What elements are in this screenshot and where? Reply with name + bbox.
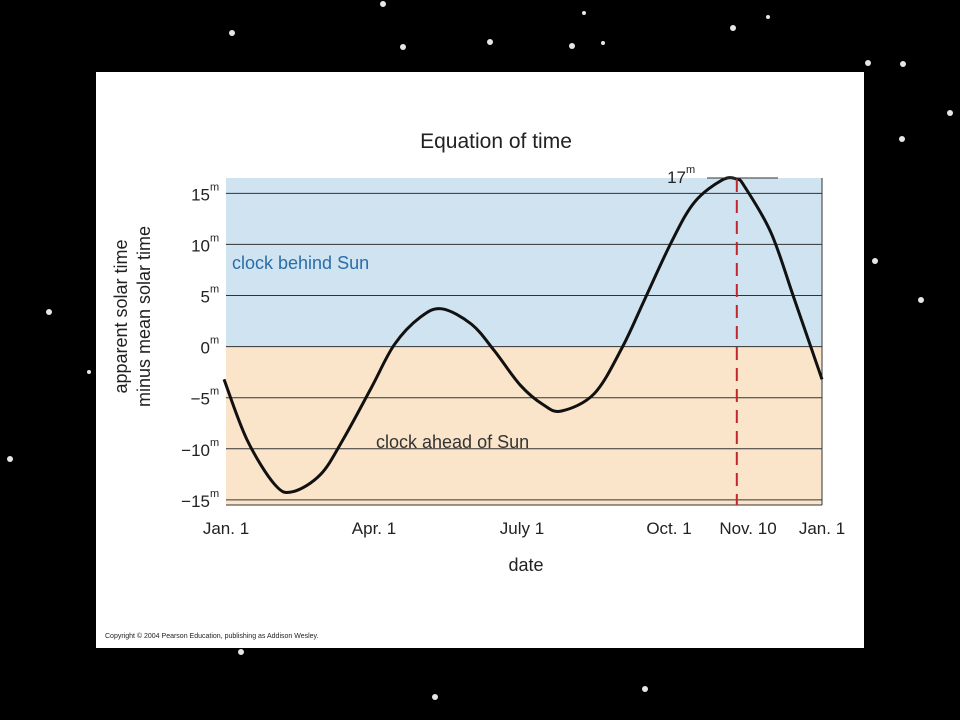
star — [238, 649, 244, 655]
star — [601, 41, 605, 45]
y-tick-unit: m — [210, 386, 219, 398]
star — [900, 61, 906, 67]
star — [766, 15, 770, 19]
star — [947, 110, 953, 116]
x-tick-label: Jan. 1 — [203, 519, 249, 538]
y-tick-unit: m — [210, 181, 219, 193]
x-tick-label: Nov. 10 — [719, 519, 776, 538]
star — [569, 43, 575, 49]
x-axis-label: date — [508, 555, 543, 575]
y-tick-unit: m — [210, 335, 219, 347]
star — [432, 694, 438, 700]
y-tick-unit: m — [210, 284, 219, 296]
star — [899, 136, 905, 142]
star — [7, 456, 13, 462]
chart-card: 15 m 10 m 5 m 0 m −5 m −10 m −15 m 17 m Jan. 1 Apr. 1 July… — [96, 72, 864, 648]
star — [87, 370, 91, 374]
star — [918, 297, 924, 303]
y-axis-label-line1: apparent solar time — [111, 239, 131, 393]
y-tick-unit: m — [210, 232, 219, 244]
y-tick-unit: m — [210, 437, 219, 449]
region-label-behind: clock behind Sun — [232, 253, 369, 273]
negative-region-band — [226, 346, 822, 505]
star — [487, 39, 493, 45]
x-tick-label: Oct. 1 — [646, 519, 691, 538]
y-tick-label: −5 — [191, 390, 210, 409]
y-axis-label-line2: minus mean solar time — [134, 226, 154, 407]
copyright-notice: Copyright © 2004 Pearson Education, publ… — [105, 633, 319, 640]
region-label-ahead: clock ahead of Sun — [376, 432, 529, 452]
y-tick-label: 15 — [191, 185, 210, 204]
positive-region-band — [226, 178, 822, 347]
chart-title: Equation of time — [420, 130, 572, 153]
star — [730, 25, 736, 31]
x-tick-label: July 1 — [500, 519, 544, 538]
x-tick-label: Jan. 1 — [799, 519, 845, 538]
peak-annotation-unit: m — [686, 164, 695, 176]
star — [229, 30, 235, 36]
star — [46, 309, 52, 315]
star — [872, 258, 878, 264]
y-tick-unit: m — [210, 488, 219, 500]
star — [642, 686, 648, 692]
y-tick-label: −10 — [181, 441, 210, 460]
star — [400, 44, 406, 50]
x-tick-label: Apr. 1 — [352, 519, 396, 538]
y-tick-label: 10 — [191, 236, 210, 255]
star — [582, 11, 586, 15]
y-tick-label: −15 — [181, 492, 210, 511]
peak-annotation-label: 17 — [667, 168, 686, 187]
y-tick-label: 0 — [201, 339, 210, 358]
star — [380, 1, 386, 7]
y-tick-label: 5 — [201, 288, 210, 307]
star — [865, 60, 871, 66]
